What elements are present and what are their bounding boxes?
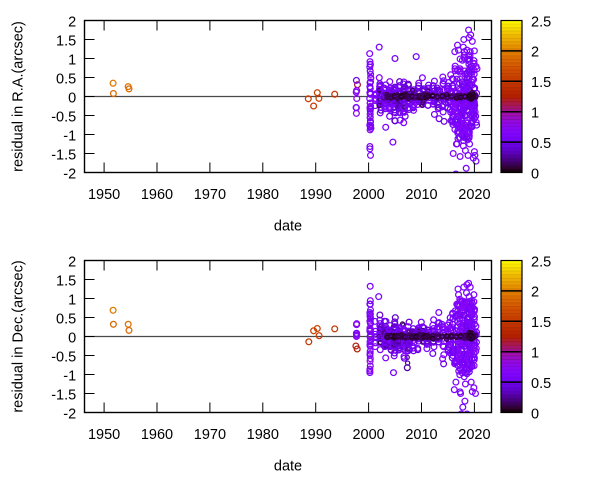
svg-text:1: 1 bbox=[531, 106, 539, 122]
svg-text:2000: 2000 bbox=[352, 187, 384, 203]
svg-text:2: 2 bbox=[531, 285, 539, 301]
svg-text:0.5: 0.5 bbox=[56, 71, 76, 87]
svg-text:1980: 1980 bbox=[247, 427, 279, 443]
svg-text:2: 2 bbox=[68, 254, 76, 270]
svg-text:1.5: 1.5 bbox=[531, 75, 551, 91]
svg-text:1990: 1990 bbox=[300, 187, 332, 203]
svg-text:1.5: 1.5 bbox=[56, 33, 76, 49]
svg-text:0: 0 bbox=[68, 90, 76, 106]
svg-text:-1.5: -1.5 bbox=[51, 147, 76, 163]
svg-text:2000: 2000 bbox=[352, 427, 384, 443]
svg-text:-2: -2 bbox=[63, 166, 76, 182]
svg-text:1: 1 bbox=[68, 292, 76, 308]
svg-text:date: date bbox=[274, 219, 302, 235]
svg-text:2010: 2010 bbox=[405, 427, 437, 443]
svg-text:-1: -1 bbox=[63, 368, 76, 384]
svg-text:0.5: 0.5 bbox=[531, 376, 551, 392]
svg-text:1970: 1970 bbox=[194, 187, 226, 203]
svg-text:0: 0 bbox=[531, 166, 539, 182]
svg-text:2: 2 bbox=[68, 14, 76, 30]
svg-text:1980: 1980 bbox=[247, 187, 279, 203]
svg-text:-2: -2 bbox=[63, 406, 76, 422]
svg-text:1950: 1950 bbox=[88, 187, 120, 203]
svg-text:1.5: 1.5 bbox=[531, 315, 551, 331]
svg-text:residual in Dec.(arcsec): residual in Dec.(arcsec) bbox=[11, 260, 27, 412]
svg-text:0: 0 bbox=[68, 330, 76, 346]
svg-text:2.5: 2.5 bbox=[531, 14, 551, 30]
svg-text:date: date bbox=[274, 459, 302, 475]
svg-text:-1: -1 bbox=[63, 128, 76, 144]
svg-text:1: 1 bbox=[68, 52, 76, 68]
svg-text:2020: 2020 bbox=[458, 187, 490, 203]
svg-text:-0.5: -0.5 bbox=[51, 349, 76, 365]
svg-text:1960: 1960 bbox=[141, 427, 173, 443]
svg-text:1970: 1970 bbox=[194, 427, 226, 443]
svg-text:0.5: 0.5 bbox=[56, 311, 76, 327]
svg-text:2.5: 2.5 bbox=[531, 254, 551, 270]
svg-text:0: 0 bbox=[531, 406, 539, 422]
svg-text:residual in R.A.(arcsec): residual in R.A.(arcsec) bbox=[11, 21, 27, 172]
svg-text:2010: 2010 bbox=[405, 187, 437, 203]
svg-text:2: 2 bbox=[531, 45, 539, 61]
svg-text:0.5: 0.5 bbox=[531, 136, 551, 152]
svg-text:-0.5: -0.5 bbox=[51, 109, 76, 125]
svg-text:1990: 1990 bbox=[300, 427, 332, 443]
svg-text:1.5: 1.5 bbox=[56, 273, 76, 289]
svg-text:1960: 1960 bbox=[141, 187, 173, 203]
svg-text:1: 1 bbox=[531, 346, 539, 362]
svg-text:-1.5: -1.5 bbox=[51, 387, 76, 403]
svg-text:1950: 1950 bbox=[88, 427, 120, 443]
svg-text:2020: 2020 bbox=[458, 427, 490, 443]
